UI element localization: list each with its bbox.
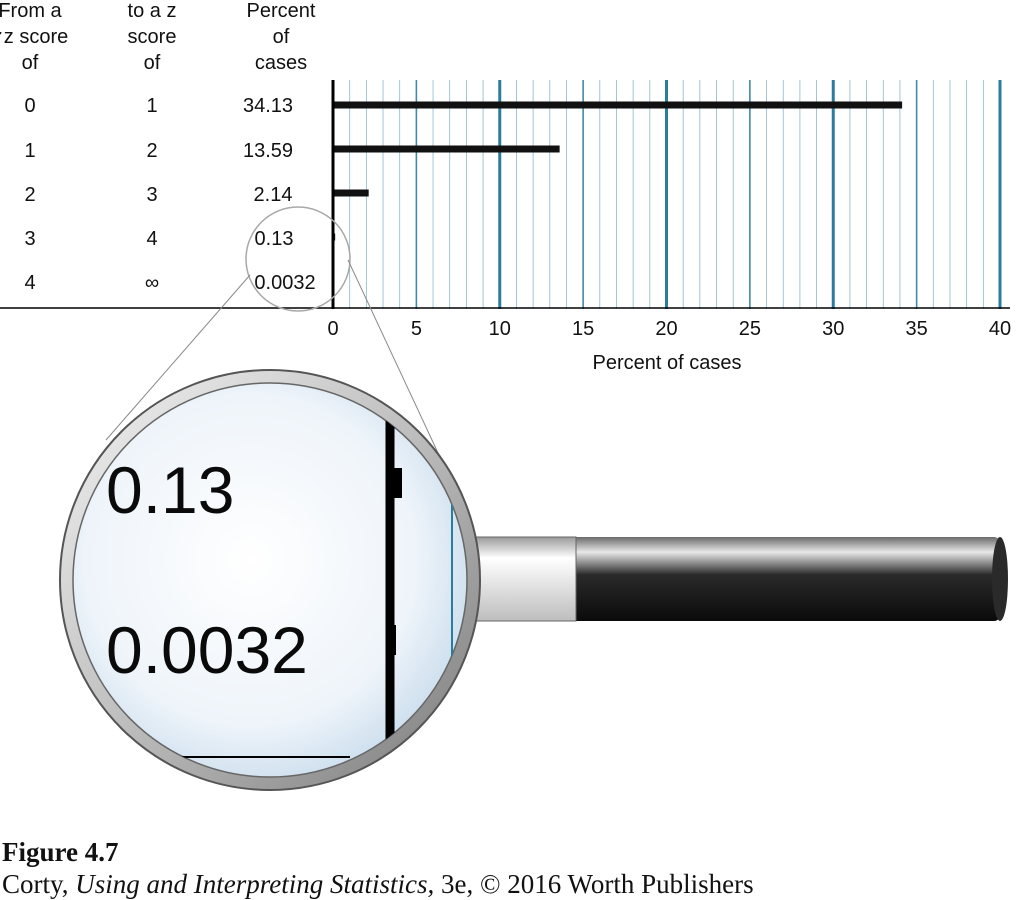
- row-1-percent: 13.59: [243, 140, 293, 162]
- row-3-percent: 0.13: [255, 228, 294, 250]
- x-tick-label: 40: [989, 318, 1011, 340]
- row-4-to: ∞: [145, 272, 159, 294]
- x-tick-label: 10: [489, 318, 511, 340]
- x-tick-label: 15: [572, 318, 594, 340]
- header-to-line1: to a z: [128, 0, 177, 22]
- figure-credit: Corty, Using and Interpreting Statistics…: [2, 868, 754, 900]
- table-body: 0 1 34.13 1 2 13.59 2 3 2.14 3 4 0.13 4 …: [24, 95, 315, 294]
- header-from-line1: From a: [0, 0, 63, 22]
- header-percent-line1: Percent: [247, 0, 316, 22]
- credit-publisher: 3e, © 2016 Worth Publishers: [434, 869, 754, 899]
- magnified-bar-0-13: [390, 468, 402, 498]
- magnified-bar-0-0032: [390, 625, 396, 655]
- bar-2: [333, 189, 369, 197]
- magnified-label-0-0032: 0.0032: [106, 613, 308, 687]
- header-to-line3: of: [144, 52, 161, 74]
- magnifier-handle: [469, 536, 1008, 622]
- header-from-line3: of: [22, 52, 39, 74]
- x-tick-label: 25: [739, 318, 761, 340]
- focus-circle: [245, 206, 351, 312]
- credit-author: Corty,: [2, 869, 76, 899]
- row-0-percent: 34.13: [243, 95, 293, 117]
- bar-0: [333, 101, 903, 109]
- x-tick-label: 35: [906, 318, 928, 340]
- table-headers: From a zz score of to a z score of Perce…: [0, 0, 316, 74]
- row-0-to: 1: [146, 95, 157, 117]
- x-tick-label: 20: [655, 318, 677, 340]
- x-tick-label: 30: [822, 318, 844, 340]
- credit-book-title: Using and Interpreting Statistics,: [75, 869, 435, 899]
- row-1-to: 2: [146, 140, 157, 162]
- row-4-from: 4: [24, 272, 35, 294]
- x-tick-label: 0: [327, 318, 338, 340]
- header-percent-line3: cases: [255, 52, 307, 74]
- row-2-percent: 2.14: [254, 184, 293, 206]
- magnified-label-0-13: 0.13: [106, 453, 234, 527]
- row-0-from: 0: [24, 95, 35, 117]
- bar-1: [333, 145, 560, 153]
- connector-left: [105, 274, 251, 441]
- header-percent-line2: of: [273, 26, 290, 48]
- header-to-line2: score: [128, 26, 177, 48]
- figure-number: Figure 4.7: [2, 837, 119, 867]
- header-from-line2: zz score: [0, 26, 68, 48]
- connector-right: [347, 259, 447, 471]
- figure-caption: Figure 4.7 Corty, Using and Interpreting…: [2, 836, 754, 900]
- header-from-line2-word: z score: [4, 26, 68, 48]
- x-axis-ticks: 0 5 10 15 20 25 30 35 40: [327, 318, 1011, 340]
- row-2-from: 2: [24, 184, 35, 206]
- x-tick-label: 5: [411, 318, 422, 340]
- chart-grid: [349, 80, 1002, 309]
- row-3-from: 3: [24, 228, 35, 250]
- magnifier-lens: 0.13 0.0032: [59, 369, 481, 791]
- row-1-from: 1: [24, 140, 35, 162]
- row-2-to: 3: [146, 184, 157, 206]
- row-4-percent: 0.0032: [254, 272, 315, 294]
- x-axis-label: Percent of cases: [593, 352, 742, 374]
- row-3-to: 4: [146, 228, 157, 250]
